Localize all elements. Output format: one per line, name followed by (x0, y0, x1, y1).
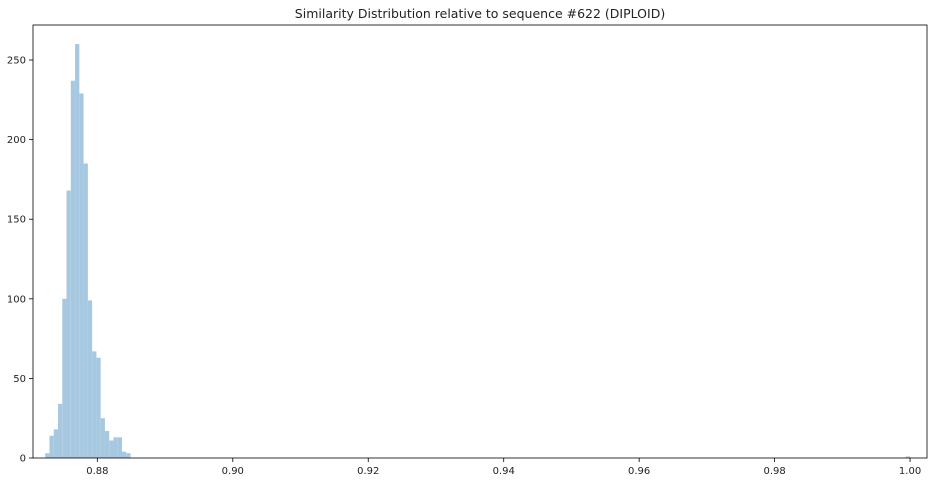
y-tick-label: 100 (7, 294, 26, 305)
histogram-bar (117, 437, 122, 458)
x-tick-label: 0.88 (86, 466, 108, 477)
chart-title: Similarity Distribution relative to sequ… (295, 6, 665, 21)
histogram-bar (87, 300, 93, 458)
histogram-bar (49, 435, 54, 458)
histogram-bar (70, 80, 76, 458)
x-tick-label: 1.00 (899, 466, 921, 477)
x-axis: 0.88 0.90 0.92 0.94 0.96 0.98 1.00 (86, 458, 921, 477)
histogram-bar (57, 403, 63, 459)
y-tick-label: 150 (7, 215, 26, 226)
axes-frame (32, 24, 928, 459)
histogram-bar (53, 429, 58, 458)
histogram-bar (113, 437, 118, 458)
histogram-bar (66, 190, 71, 458)
y-axis: 0 50 100 150 200 250 (7, 56, 33, 465)
histogram-bar (100, 418, 105, 458)
y-tick-label: 250 (7, 56, 26, 67)
histogram-bar (75, 44, 80, 458)
x-tick-label: 0.98 (763, 466, 785, 477)
x-tick-label: 0.90 (222, 466, 244, 477)
histogram-bar (96, 357, 101, 458)
histogram-bar (121, 451, 127, 458)
y-tick-label: 0 (20, 454, 26, 465)
histogram-bar (104, 430, 110, 458)
y-tick-label: 50 (13, 374, 26, 385)
histogram-bar (79, 93, 84, 458)
histogram-bar (45, 453, 50, 458)
x-tick-label: 0.96 (628, 466, 650, 477)
bars-group (45, 44, 911, 459)
histogram-bar (126, 453, 131, 458)
x-tick-label: 0.92 (357, 466, 379, 477)
y-tick-label: 200 (7, 135, 26, 146)
histogram-bar (62, 298, 67, 458)
x-tick-label: 0.94 (493, 466, 515, 477)
histogram-bar (905, 456, 911, 458)
histogram-bar (109, 440, 114, 458)
histogram-bar (92, 351, 97, 458)
histogram-bar (83, 163, 88, 458)
